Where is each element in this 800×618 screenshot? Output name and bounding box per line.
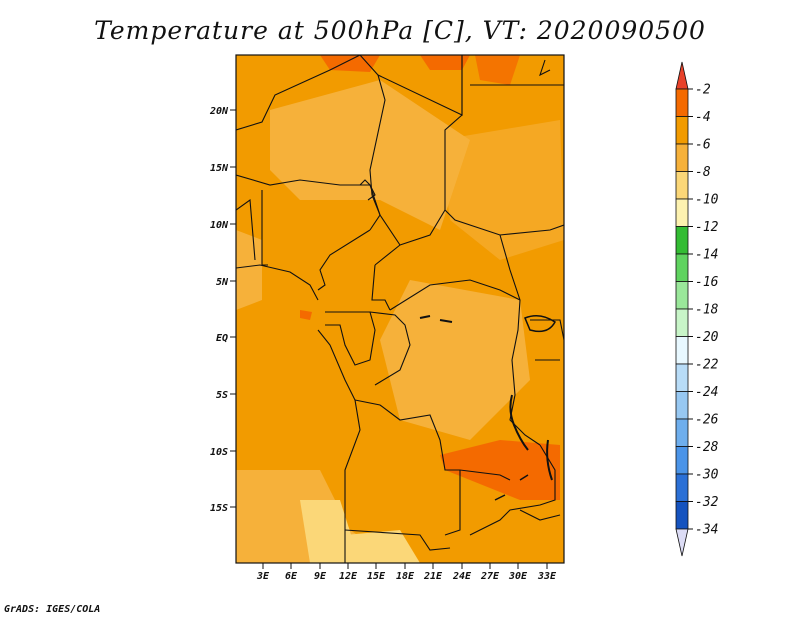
- colorbar-swatch-12: [675, 391, 689, 420]
- lake-chad: [359, 179, 376, 201]
- lake-tanganyika: [509, 394, 529, 451]
- colorbar-swatch-16: [675, 501, 689, 530]
- colorbar-swatch-7: [675, 253, 689, 282]
- lon-label-24e: 24E: [452, 571, 472, 582]
- border-chad-cameroon: [374, 244, 401, 266]
- border-angola-zambia: [444, 470, 461, 536]
- colorbar-top-arrow: [675, 61, 689, 90]
- cb-label-14: -28: [695, 440, 719, 455]
- cb-label-6: -12: [695, 220, 719, 235]
- field-northeast-warm: [475, 55, 520, 85]
- colorbar-bottom-arrow: [675, 528, 689, 557]
- lon-label-9e: 9E: [314, 571, 327, 582]
- field-spot-warm: [300, 310, 312, 320]
- grads-credit: GrADS: IGES/COLA: [4, 604, 101, 615]
- field-south-pale: [345, 530, 420, 563]
- cb-label-10: -20: [695, 330, 719, 345]
- lon-label-6e: 6E: [285, 571, 298, 582]
- colorbar: [675, 61, 689, 557]
- colorbar-swatch-15: [675, 473, 689, 502]
- colorbar-swatch-14: [675, 446, 689, 475]
- country-borders: [236, 55, 564, 563]
- cb-label-3: -6: [695, 138, 711, 153]
- lon-label-3e: 3E: [256, 571, 270, 582]
- colorbar-swatch-8: [675, 281, 689, 310]
- colorbar-swatch-3: [675, 143, 689, 172]
- border-congo-drc: [369, 311, 411, 386]
- river-marks: [419, 315, 453, 323]
- cb-label-8: -16: [695, 275, 719, 290]
- border-zambia-east: [469, 444, 556, 536]
- lat-label-5s: 5S: [216, 390, 228, 401]
- field-congo-light: [380, 280, 530, 440]
- cb-label-17: -34: [695, 523, 718, 538]
- border-togo: [236, 198, 256, 261]
- lake-victoria: [524, 315, 556, 333]
- colorbar-swatch-13: [675, 418, 689, 447]
- border-nigeria-cameroon: [317, 229, 371, 291]
- border-niger-chad: [369, 74, 386, 196]
- lon-label-27e: 27E: [480, 571, 500, 582]
- cb-label-12: -24: [695, 385, 718, 400]
- latitude-axis: 20N 15N 10N 5N EQ 5S 10S 15S: [209, 106, 236, 514]
- lat-label-eq: EQ: [216, 333, 228, 344]
- field-west-light: [236, 230, 262, 310]
- lat-label-10s: 10S: [210, 447, 228, 458]
- colorbar-swatch-9: [675, 308, 689, 337]
- border-zimbabwe: [519, 509, 561, 521]
- lon-label-33e: 33E: [537, 571, 557, 582]
- temperature-field: [236, 55, 564, 563]
- lon-label-30e: 30E: [508, 571, 528, 582]
- cb-label-11: -22: [695, 358, 719, 373]
- coast-gulf-guinea: [236, 264, 319, 301]
- border-nile: [539, 59, 551, 77]
- border-uganda: [530, 319, 564, 341]
- cb-label-4: -8: [695, 165, 711, 180]
- colorbar-swatch-2: [675, 116, 689, 145]
- border-angola-drc: [354, 399, 511, 481]
- border-gabon-congo: [325, 311, 376, 366]
- lat-label-10n: 10N: [210, 220, 229, 231]
- longitude-axis: 3E 6E 9E 12E 15E 18E 21E 24E 27E 30E 33E: [256, 563, 557, 582]
- cb-label-15: -30: [695, 468, 719, 483]
- border-chad-sudan: [444, 55, 564, 236]
- lat-label-15s: 15S: [210, 503, 228, 514]
- lat-label-5n: 5N: [216, 277, 229, 288]
- lake-marks-south: [494, 474, 529, 501]
- border-cameroon-car: [371, 264, 391, 311]
- lon-label-18e: 18E: [396, 571, 415, 582]
- colorbar-labels: -2 -4 -6 -8 -10 -12 -14 -16 -18 -20 -22 …: [688, 83, 719, 538]
- colorbar-swatch-1: [675, 88, 689, 117]
- field-zambia-warm: [440, 440, 560, 500]
- cb-label-13: -26: [695, 413, 719, 428]
- cb-label-7: -14: [695, 248, 718, 263]
- cb-label-2: -4: [695, 110, 711, 125]
- cb-label-1: -2: [695, 83, 711, 98]
- border-north-1: [236, 55, 361, 131]
- border-angola-namibia: [344, 529, 451, 551]
- chart-title: Temperature at 500hPa [C], VT: 202009050…: [94, 16, 706, 45]
- colorbar-swatch-6: [675, 226, 689, 255]
- field-sahara-light: [270, 80, 470, 230]
- border-car-drc: [389, 279, 521, 311]
- lat-label-15n: 15N: [210, 163, 229, 174]
- lake-malawi: [546, 439, 553, 481]
- lon-label-21e: 21E: [423, 571, 443, 582]
- colorbar-swatch-4: [675, 171, 689, 200]
- colorbar-swatch-11: [675, 363, 689, 392]
- cb-label-16: -32: [695, 495, 719, 510]
- lon-label-12e: 12E: [339, 571, 358, 582]
- field-north-warm-2: [420, 55, 470, 70]
- border-drc-east: [509, 299, 541, 446]
- lat-label-20n: 20N: [209, 106, 229, 117]
- border-car-sudan: [499, 234, 521, 301]
- colorbar-swatch-5: [675, 198, 689, 227]
- cb-label-9: -18: [695, 303, 719, 318]
- colorbar-swatch-10: [675, 336, 689, 365]
- map-frame: [235, 54, 565, 564]
- cb-label-5: -10: [695, 193, 719, 208]
- lon-label-15e: 15E: [367, 571, 386, 582]
